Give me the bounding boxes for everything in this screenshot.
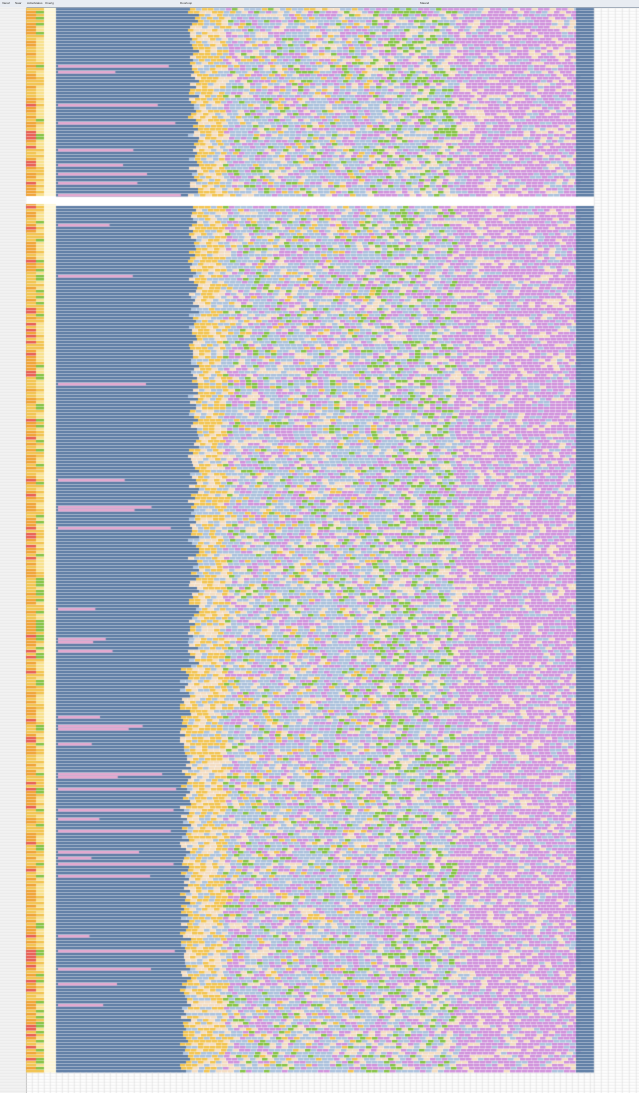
empty-cell-area-bottom[interactable] (26, 1072, 594, 1093)
empty-cell-area-right[interactable] (594, 7, 639, 1093)
